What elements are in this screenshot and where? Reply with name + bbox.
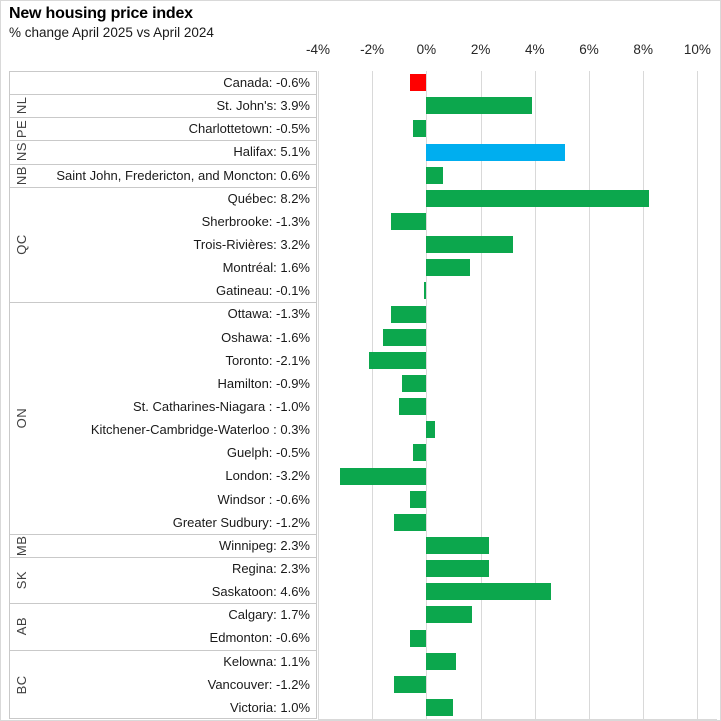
bar [391, 305, 427, 323]
row-label: Vancouver: -1.2% [207, 676, 310, 692]
axis-tick-label: 4% [525, 42, 545, 57]
gridline [589, 71, 590, 719]
bar [393, 675, 427, 693]
province-label: NS [14, 142, 29, 162]
gridline [643, 71, 645, 719]
group-separator [9, 302, 317, 303]
bar [393, 513, 427, 531]
bar [426, 236, 514, 254]
province-label: ON [14, 407, 29, 429]
bar [339, 467, 427, 485]
gridline [480, 71, 482, 719]
group-separator [9, 94, 317, 95]
row-label: Guelph: -0.5% [226, 445, 310, 461]
group-separator [9, 603, 317, 604]
row-label: Charlottetown: -0.5% [188, 121, 310, 137]
row-label: Edmonton: -0.6% [209, 630, 310, 646]
row-label: Regina: 2.3% [231, 561, 310, 576]
bar [369, 351, 427, 369]
bar [426, 560, 489, 578]
bar [426, 536, 489, 554]
row-label: Winnipeg: 2.3% [218, 537, 310, 553]
row-label: Trois-Rivières: 3.2% [193, 237, 310, 252]
bar [412, 120, 427, 138]
group-separator [9, 140, 317, 141]
province-label: BC [14, 674, 29, 694]
group-separator [9, 187, 317, 188]
group-separator [9, 164, 317, 165]
row-label: London: -3.2% [225, 468, 310, 484]
label-box [9, 71, 317, 719]
gridline [426, 71, 428, 719]
bar [426, 166, 443, 184]
province-label: NL [14, 96, 29, 115]
axis-tick-label: 8% [633, 42, 653, 57]
row-label: Ottawa: -1.3% [227, 306, 310, 322]
row-label: Saint John, Fredericton, and Moncton: 0.… [56, 167, 310, 183]
row-label: Montréal: 1.6% [222, 260, 310, 276]
group-separator [9, 650, 317, 651]
row-label: Greater Sudbury: -1.2% [172, 514, 310, 530]
axis-tick-label: -4% [305, 42, 331, 57]
axis-tick-label: -2% [360, 42, 385, 57]
province-label: NB [14, 165, 29, 185]
axis-tick-label: 6% [579, 42, 599, 57]
row-label: Kelowna: 1.1% [223, 653, 310, 669]
province-label: MB [14, 535, 29, 556]
bar [426, 143, 565, 161]
row-label: Halifax: 5.1% [233, 144, 310, 160]
bar [391, 212, 427, 230]
row-label: Windsor : -0.6% [217, 491, 310, 507]
bar [423, 282, 427, 300]
bar [426, 583, 552, 601]
bar [426, 259, 470, 277]
gridline [534, 71, 536, 719]
row-label: Gatineau: -0.1% [216, 283, 310, 299]
row-label: Victoria: 1.0% [230, 699, 310, 715]
gridline [318, 71, 319, 719]
gridline [372, 71, 374, 719]
bar [410, 629, 427, 647]
axis-tick-label: 0% [416, 42, 437, 57]
axis-tick-label: 10% [683, 42, 711, 57]
gridline [697, 71, 699, 719]
row-label: St. John's: 3.9% [216, 98, 310, 114]
bar [410, 74, 427, 92]
row-label: Canada: -0.6% [223, 75, 310, 90]
bar [402, 374, 427, 392]
row-label: Hamilton: -0.9% [217, 375, 310, 391]
row-label: Sherbrooke: -1.3% [201, 213, 310, 229]
province-label: AB [14, 617, 29, 636]
bar [410, 490, 427, 508]
bar [426, 421, 435, 439]
bar [383, 328, 427, 346]
bar [426, 606, 473, 624]
row-label: St. Catharines-Niagara : -1.0% [132, 399, 310, 414]
row-label: Toronto: -2.1% [225, 352, 310, 368]
row-label: Oshawa: -1.6% [221, 329, 310, 345]
bar [426, 97, 533, 115]
plot-bottom-line [318, 719, 718, 720]
bar [426, 189, 649, 207]
axis-tick-label: 2% [470, 42, 491, 57]
province-label: QC [14, 234, 29, 255]
province-label: PE [14, 119, 29, 139]
group-separator [9, 534, 317, 535]
bar [426, 652, 457, 670]
group-separator [9, 557, 317, 558]
row-label: Québec: 8.2% [227, 190, 310, 206]
bar [426, 698, 454, 716]
province-label: SK [14, 570, 29, 590]
group-separator [9, 117, 317, 118]
bar [412, 444, 427, 462]
bar [399, 398, 427, 416]
row-label: Calgary: 1.7% [228, 607, 310, 623]
row-label: Kitchener-Cambridge-Waterloo : 0.3% [90, 422, 310, 438]
chart-subtitle: % change April 2025 vs April 2024 [9, 25, 214, 40]
page-title: New housing price index [9, 5, 193, 22]
row-label: Saskatoon: 4.6% [211, 584, 310, 600]
